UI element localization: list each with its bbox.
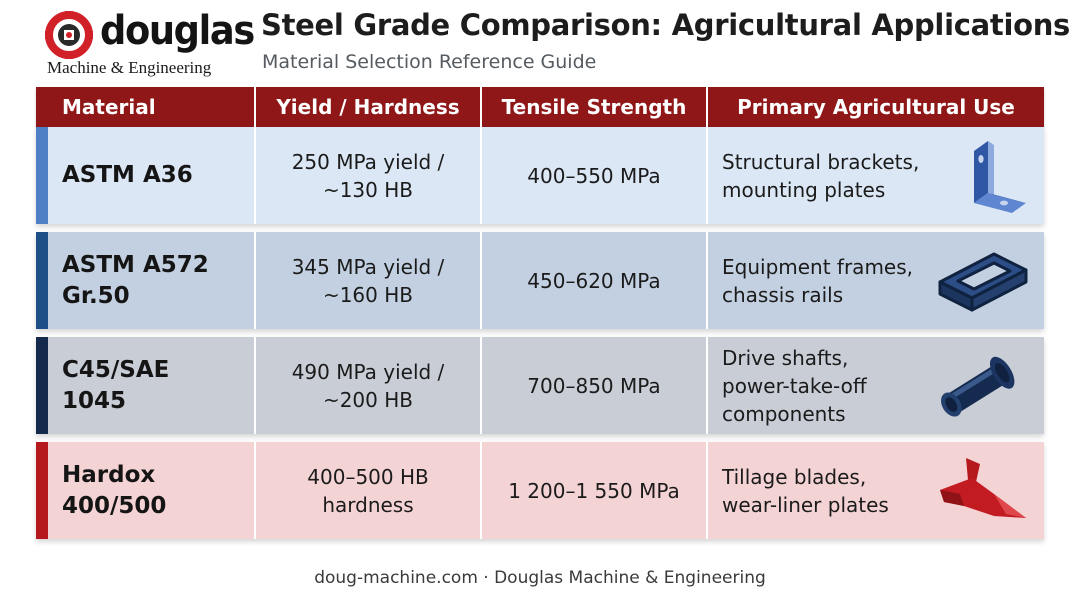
- material-name: C45/SAE: [62, 356, 170, 383]
- column-header-tensile: Tensile Strength: [482, 87, 708, 127]
- yield-cell: 250 MPa yield / ~130 HB: [256, 127, 482, 224]
- column-header-use: Primary Agricultural Use: [737, 95, 1015, 119]
- use-line: wear-liner plates: [722, 492, 889, 517]
- hardness-value: 400–500 HB: [307, 464, 429, 489]
- material-cell: ASTM A572 Gr.50: [36, 232, 256, 329]
- footer-text: doug-machine.com · Douglas Machine & Eng…: [314, 568, 766, 588]
- material-name: Hardox: [62, 461, 156, 488]
- material-grade: 400/500: [62, 492, 167, 519]
- yield-value: 490 MPa yield /: [291, 359, 445, 384]
- tensile-cell: 450–620 MPa: [482, 232, 708, 329]
- use-line: Equipment frames,: [722, 254, 914, 279]
- tensile-cell: 700–850 MPa: [482, 337, 708, 434]
- row-accent-bar: [36, 232, 48, 329]
- hardness-value: ~200 HB: [322, 387, 414, 412]
- yield-value: 250 MPa yield /: [291, 149, 445, 174]
- table-row: C45/SAE 1045 490 MPa yield / ~200 HB 700…: [36, 337, 1044, 434]
- yield-cell: 490 MPa yield / ~200 HB: [256, 337, 482, 434]
- gear-logo-icon: [45, 11, 93, 59]
- tensile-value: 450–620 MPa: [527, 268, 661, 293]
- use-cell: Drive shafts, power-take-off components: [708, 337, 1044, 434]
- column-header-material: Material: [36, 87, 256, 127]
- tensile-cell: 1 200–1 550 MPa: [482, 442, 708, 539]
- drive-shaft-icon: [941, 356, 1015, 417]
- yield-cell: 400–500 HB hardness: [256, 442, 482, 539]
- hardness-label: hardness: [322, 492, 414, 517]
- rectangular-frame-icon: [938, 252, 1028, 311]
- use-line: power-take-off: [722, 373, 867, 398]
- table-body: ASTM A36 250 MPa yield / ~130 HB 400–550…: [36, 127, 1044, 539]
- table-row: ASTM A36 250 MPa yield / ~130 HB 400–550…: [36, 127, 1044, 224]
- material-grade: 1045: [62, 387, 127, 414]
- yield-value: 345 MPa yield /: [291, 254, 445, 279]
- tensile-value: 700–850 MPa: [527, 373, 661, 398]
- material-cell: Hardox 400/500: [36, 442, 256, 539]
- use-line: chassis rails: [722, 282, 844, 307]
- table-row: Hardox 400/500 400–500 HB hardness 1 200…: [36, 442, 1044, 539]
- use-line: Tillage blades,: [722, 464, 867, 489]
- tensile-value: 400–550 MPa: [527, 163, 661, 188]
- material-cell: ASTM A36: [36, 127, 256, 224]
- plow-blade-icon: [940, 457, 1026, 518]
- material-name: ASTM A36: [62, 162, 193, 188]
- yield-cell: 345 MPa yield / ~160 HB: [256, 232, 482, 329]
- tensile-cell: 400–550 MPa: [482, 127, 708, 224]
- row-accent-bar: [36, 337, 48, 434]
- use-cell: Equipment frames, chassis rails: [708, 232, 1044, 329]
- material-cell: C45/SAE 1045: [36, 337, 256, 434]
- use-line: Drive shafts,: [722, 345, 849, 370]
- angle-bracket-icon: [974, 140, 1026, 213]
- material-grade: Gr.50: [62, 282, 130, 309]
- row-accent-bar: [36, 127, 48, 224]
- column-header-yield: Yield / Hardness: [256, 87, 482, 127]
- material-name: ASTM A572: [62, 251, 209, 278]
- tensile-value: 1 200–1 550 MPa: [508, 478, 680, 503]
- hardness-value: ~130 HB: [322, 177, 414, 202]
- use-cell: Tillage blades, wear-liner plates: [708, 442, 1044, 539]
- table-header-row: Material Yield / Hardness Tensile Streng…: [36, 87, 1044, 127]
- use-line: components: [722, 401, 846, 426]
- row-accent-bar: [36, 442, 48, 539]
- page-subtitle: Material Selection Reference Guide: [262, 51, 597, 73]
- comparison-table: Material Yield / Hardness Tensile Streng…: [36, 87, 1044, 539]
- use-line: mounting plates: [722, 177, 886, 202]
- page-title: Steel Grade Comparison: Agricultural App…: [261, 8, 1071, 42]
- hardness-value: ~160 HB: [322, 282, 414, 307]
- use-cell: Structural brackets, mounting plates: [708, 127, 1044, 224]
- brand-name: douglas: [100, 8, 255, 54]
- brand-logo: douglas Machine & Engineering: [44, 8, 255, 80]
- table-row: ASTM A572 Gr.50 345 MPa yield / ~160 HB …: [36, 232, 1044, 329]
- brand-tagline: Machine & Engineering: [47, 58, 212, 77]
- use-line: Structural brackets,: [722, 149, 920, 174]
